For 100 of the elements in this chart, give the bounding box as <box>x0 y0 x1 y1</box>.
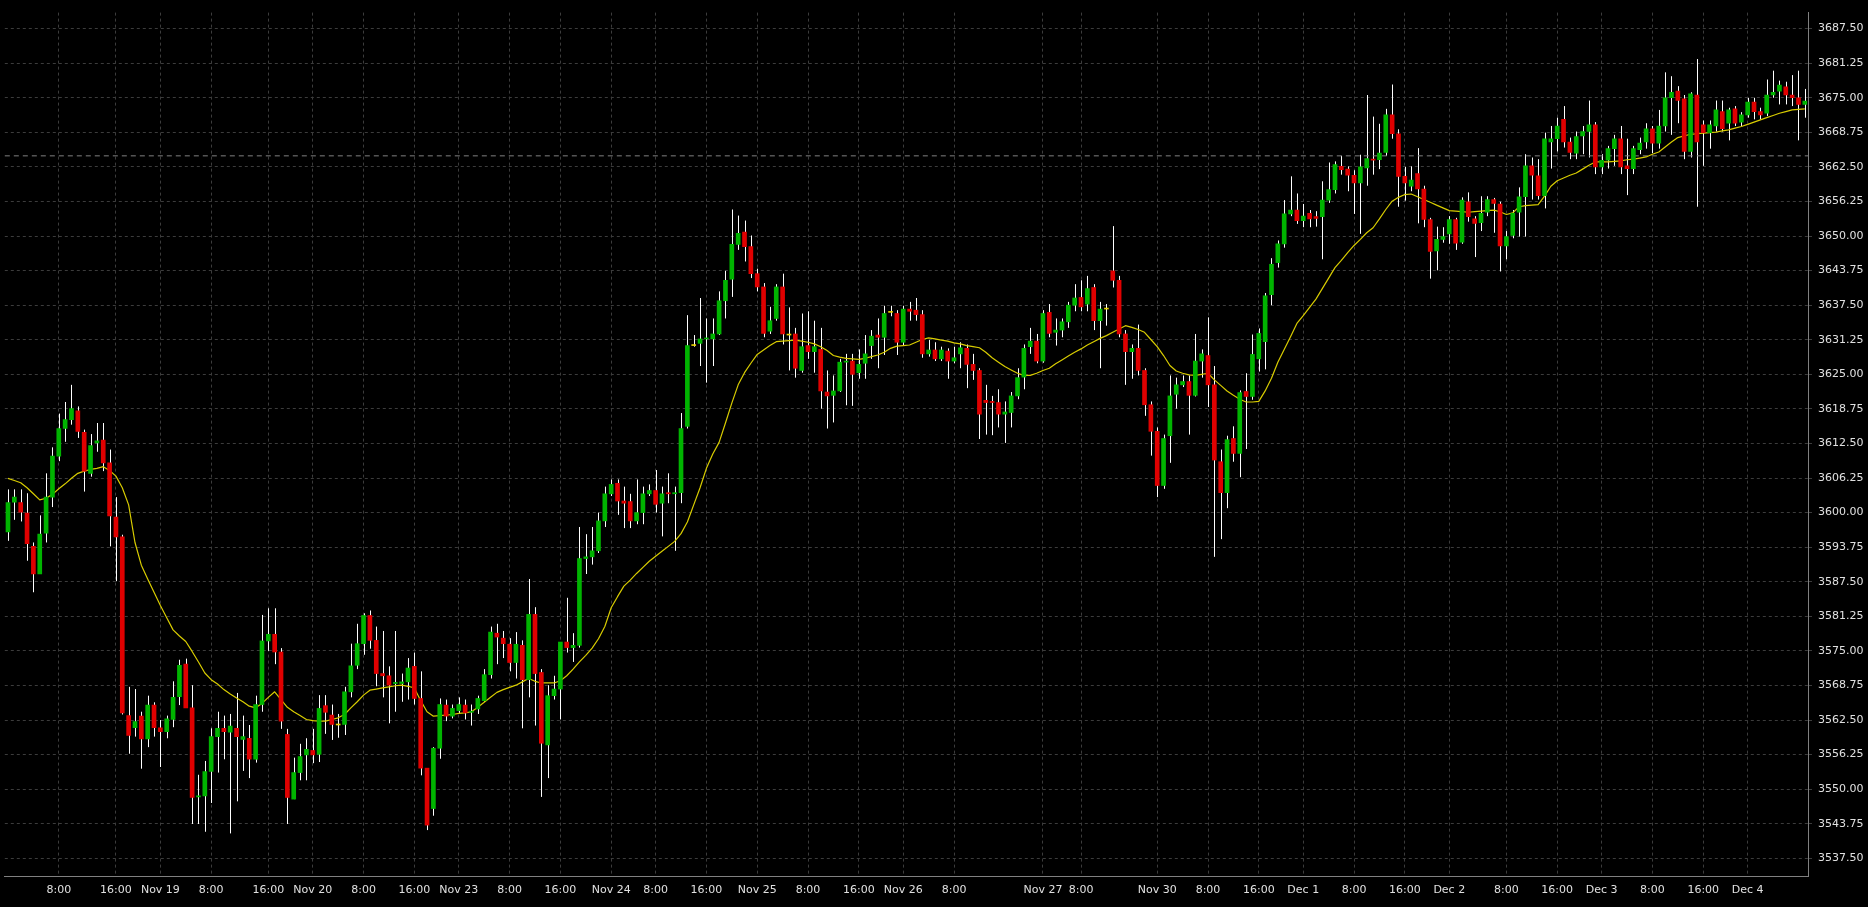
x-tick-label: Nov 30 <box>1137 883 1177 897</box>
x-tick-label: 8:00 <box>795 883 821 897</box>
candlestick <box>831 374 836 423</box>
candlestick <box>907 301 912 322</box>
candlestick <box>1650 125 1655 154</box>
candlestick <box>615 478 620 516</box>
candlestick <box>1783 81 1789 105</box>
candlestick <box>240 715 246 772</box>
y-tick-label: 3618.75 <box>1818 401 1864 415</box>
candlestick <box>1796 70 1801 141</box>
candlestick <box>1491 197 1497 234</box>
y-tick-label: 3631.25 <box>1818 332 1864 346</box>
candlestick <box>1434 226 1439 271</box>
candlestick <box>1700 119 1706 167</box>
candlestick <box>1726 107 1731 141</box>
y-tick-label: 3662.50 <box>1818 159 1864 173</box>
x-tick-label: 16:00 <box>100 883 132 897</box>
candlestick <box>1707 119 1712 150</box>
y-tick-label: 3606.25 <box>1818 470 1864 484</box>
candlestick <box>158 719 163 768</box>
y-tick-label: 3556.25 <box>1818 747 1864 761</box>
x-tick-label: 16:00 <box>252 883 285 897</box>
candlestick <box>1554 117 1560 152</box>
y-tick-label: 3675.00 <box>1818 90 1864 104</box>
candlestick <box>234 692 239 802</box>
x-tick-label: 8:00 <box>1068 883 1094 897</box>
candlestick <box>958 341 963 369</box>
candlestick <box>18 488 24 522</box>
x-tick-label: Nov 26 <box>883 883 923 897</box>
candlestick <box>1053 317 1058 347</box>
y-tick-label: 3562.50 <box>1818 712 1864 726</box>
candlestick <box>754 268 760 292</box>
y-tick-label: 3575.00 <box>1818 643 1864 657</box>
candlestick <box>1129 343 1135 380</box>
candlestick <box>69 384 74 426</box>
x-tick-label: 16:00 <box>1388 883 1421 897</box>
x-tick-label: 8:00 <box>1640 883 1665 897</box>
candlestick <box>621 486 627 529</box>
x-tick-label: Dec 1 <box>1287 883 1320 897</box>
candlestick <box>310 728 316 764</box>
y-tick-label: 3650.00 <box>1818 228 1864 242</box>
x-tick-label: 8:00 <box>1341 883 1367 897</box>
candlestick <box>1027 327 1033 355</box>
candlestick <box>1485 195 1490 217</box>
candlestick <box>869 329 874 360</box>
candlestick <box>767 306 773 335</box>
candlestick <box>227 713 233 834</box>
candlestick <box>1288 175 1293 217</box>
y-tick-label: 3668.75 <box>1818 125 1864 139</box>
candlestick <box>945 347 951 380</box>
candlestick <box>469 704 474 727</box>
y-tick-label: 3581.25 <box>1818 609 1864 623</box>
x-tick-label: Nov 20 <box>293 883 333 897</box>
x-tick-label: Dec 4 <box>1731 883 1764 897</box>
candlestick <box>1777 80 1782 105</box>
x-tick-label: 16:00 <box>690 883 723 897</box>
candlestick <box>386 665 392 724</box>
candlestick <box>989 395 995 436</box>
x-tick-label: 16:00 <box>1687 883 1720 897</box>
x-tick-label: 8:00 <box>497 883 522 897</box>
candlestick <box>94 422 100 453</box>
candlestick <box>1243 372 1249 450</box>
y-tick-label: 3543.75 <box>1818 816 1864 830</box>
candlestick <box>62 401 68 443</box>
candlestick <box>1199 348 1204 379</box>
candlestick <box>329 704 335 741</box>
candlestick <box>1326 161 1331 204</box>
candlestick <box>856 348 862 380</box>
candlestick <box>964 343 970 389</box>
candlestick <box>246 724 252 779</box>
candlestick <box>665 472 671 504</box>
y-tick-label: 3681.25 <box>1818 56 1864 70</box>
x-tick-label: 8:00 <box>643 883 668 897</box>
candlestick <box>1624 138 1630 196</box>
x-tick-label: 8:00 <box>1494 883 1519 897</box>
candlestick <box>1529 157 1535 201</box>
candlestick <box>1599 153 1604 175</box>
candlestick <box>304 737 309 781</box>
x-tick-label: Nov 19 <box>140 883 180 897</box>
candlestick <box>1408 165 1414 192</box>
y-tick-label: 3656.25 <box>1818 194 1864 208</box>
y-tick-label: 3687.50 <box>1818 21 1864 35</box>
y-tick-label: 3600.00 <box>1818 505 1864 519</box>
candlestick <box>1580 125 1585 155</box>
y-tick-label: 3593.75 <box>1818 540 1864 554</box>
candlestick <box>139 711 144 770</box>
candlestick <box>1415 147 1420 224</box>
x-tick-label: 16:00 <box>1242 883 1275 897</box>
candlestick <box>1516 186 1522 238</box>
candlestick <box>634 478 639 525</box>
candlestick <box>996 388 1001 428</box>
x-tick-label: 8:00 <box>351 883 376 897</box>
y-tick-label: 3643.75 <box>1818 263 1864 277</box>
candlestick <box>507 637 512 672</box>
x-tick-label: Nov 25 <box>737 883 777 897</box>
x-tick-label: Nov 23 <box>439 883 479 897</box>
candlestick <box>1046 303 1052 338</box>
candlestick <box>1573 131 1579 160</box>
y-tick-label: 3625.00 <box>1818 367 1864 381</box>
candlestick <box>1173 377 1179 410</box>
